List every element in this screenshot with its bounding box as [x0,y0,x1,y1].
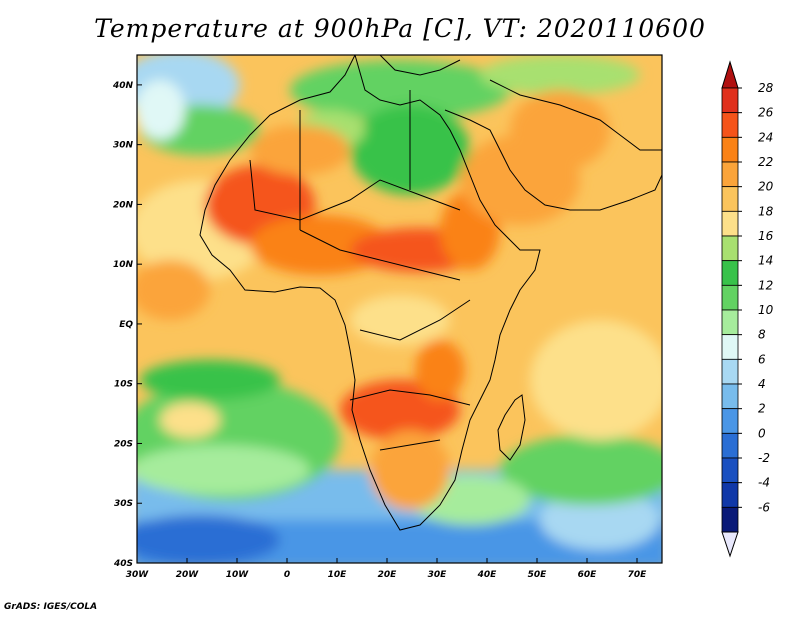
colorbar-segment [721,112,739,138]
colorbar-label: 6 [758,352,766,366]
colorbar-label: 10 [758,303,774,317]
colorbar-top-cap [721,60,739,89]
lon-tick-label: 40E [477,570,498,580]
lon-tick-label: 20E [378,570,398,580]
colorbar-label: 18 [758,204,774,218]
lat-tick-label: 40N [112,81,134,91]
lon-tick-label: 30W [126,570,150,580]
lon-tick-label: 70E [628,570,648,580]
lon-tick-label: 10E [328,570,348,580]
lon-tick-label: 50E [528,570,548,580]
lon-tick-label: 10W [226,570,250,580]
coastlines [199,55,662,531]
colorbar-segment [721,260,739,286]
lon-tick-label: 0 [284,570,290,580]
lat-tick-label: 10N [113,260,134,270]
chart-title: Temperature at 900hPa [C], VT: 202011060… [94,14,706,43]
colorbar-label: 24 [758,130,773,144]
colorbar-label: 8 [758,328,766,342]
colorbar-segment [721,383,739,410]
colorbar-label: -4 [758,476,770,490]
colorbar-label: 22 [758,155,773,169]
lon-tick-label: 60E [578,570,598,580]
grads-credit: GrADS: IGES/COLA [4,602,98,612]
lat-tick-label: 40S [113,559,133,569]
lat-tick-label: 30N [113,141,134,151]
colorbar-segment [721,358,739,385]
map-axes: 30W 20W 10W 0 10E 20E 30E 40E 50E 60E 70E 40N 30N 20N… [112,81,647,580]
lat-tick-label: EQ [119,320,133,330]
colorbar-label: 2 [758,402,766,416]
plot-frame [136,54,663,564]
lon-tick-label: 30E [428,570,448,580]
colorbar-label: 26 [758,106,774,120]
colorbar-label: -6 [758,500,770,514]
temperature-field [137,55,662,563]
colorbar-label: 14 [758,254,773,268]
colorbar-segment [721,457,739,484]
lat-tick-label: 20N [113,200,134,210]
colorbar-segment [721,482,739,508]
colorbar-label: 28 [758,81,774,95]
colorbar-segment [721,334,739,360]
lat-tick-label: 10S [114,380,133,390]
colorbar-label: 0 [758,426,766,440]
lon-tick-label: 20W [176,570,200,580]
colorbar-label: 4 [758,377,766,391]
colorbar-segment [721,432,739,459]
colorbar-segment [721,186,739,212]
colorbar-segment [721,284,739,311]
lat-tick-label: 30S [114,499,133,509]
colorbar-bottom-cap [721,531,739,558]
colorbar-segment [721,161,739,188]
colorbar-label: 16 [758,229,774,243]
lat-tick-label: 20S [114,439,133,449]
colorbar-segment [721,408,739,434]
colorbar-segment [721,136,739,163]
colorbar-label: 20 [758,180,774,194]
colorbar-segment [721,235,739,262]
colorbar-segment [721,210,739,237]
colorbar-segment [721,309,739,336]
colorbar-label: 12 [758,278,773,292]
colorbar-label: -2 [758,451,770,465]
colorbar-segment [721,506,739,533]
colorbar-segment [721,87,739,114]
